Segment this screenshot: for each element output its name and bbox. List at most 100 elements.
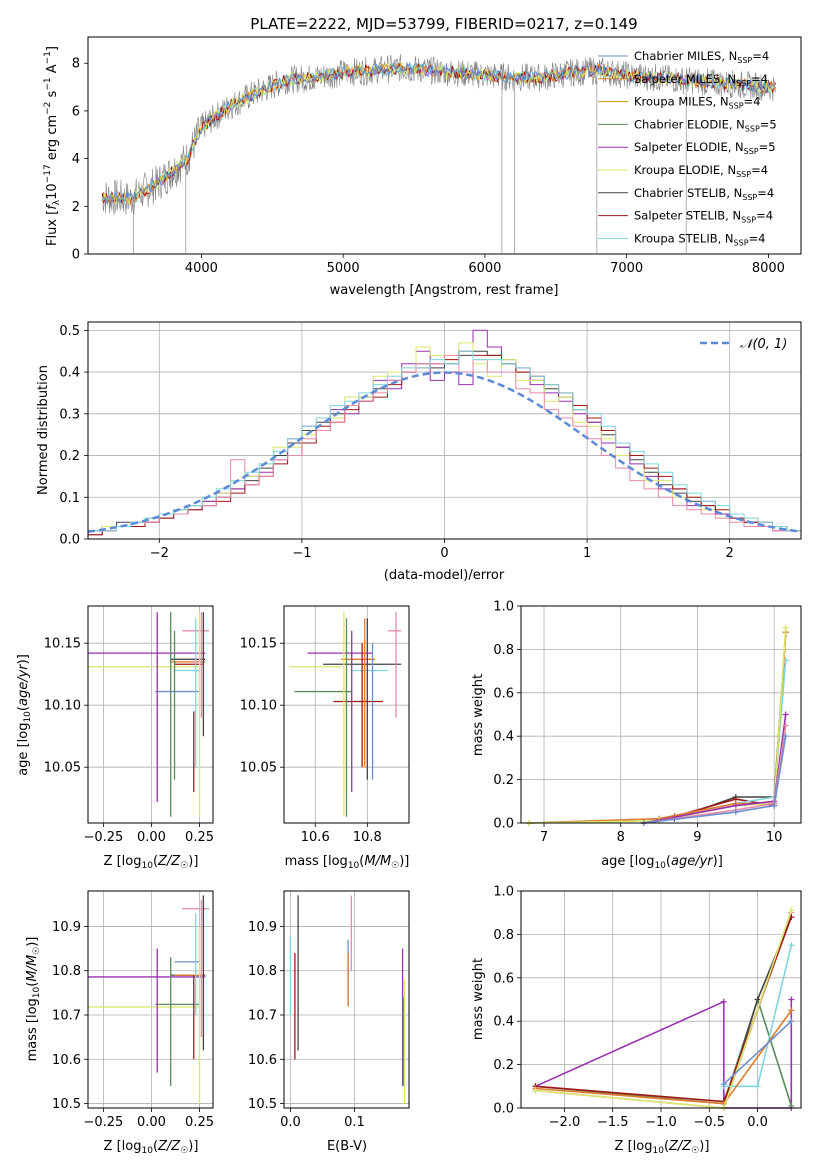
weight-marker	[720, 1081, 727, 1088]
weight-line-7	[535, 910, 793, 1109]
legend-label: Kroupa STELIB, NSSP=4	[634, 231, 765, 247]
x-tick-label: 10	[766, 830, 783, 845]
legend-label: Chabrier STELIB, NSSP=4	[634, 186, 774, 202]
legend-label-gaussian: 𝒩(0, 1)	[740, 337, 787, 352]
y-tick-label: 0.6	[493, 686, 514, 701]
y-tick-label: 10.9	[52, 920, 81, 935]
age-vs-mass-panel: 10.6 10.8 10.05 10.10 10.15	[240, 605, 410, 845]
y-tick-label: 0.0	[493, 817, 514, 832]
x-tick-label: 8000	[752, 261, 785, 276]
weight-marker	[732, 809, 739, 816]
legend-label: Kroupa MILES, NSSP=4	[634, 95, 760, 111]
mass-vs-Z-panel: −0.25 0.00 0.25 10.5 10.6 10.7 10.8 10.9	[52, 890, 214, 1130]
x-tick-label: −1.5	[597, 1115, 629, 1130]
x-tick-label: 0	[440, 546, 448, 561]
y-tick-label: 10.6	[248, 1053, 277, 1068]
y-tick-label: 10.05	[44, 761, 81, 776]
x-tick-label: 4000	[185, 261, 218, 276]
weight-marker	[782, 722, 789, 729]
x-tick-label: 9	[693, 830, 701, 845]
mass-weight-vs-age-ylabel: mass weight	[471, 674, 486, 756]
weight-line-6	[643, 725, 787, 824]
mass-weight-vs-age-panel: 7 8 9 10 0.0 0.2 0.4 0.6 0.8 1.0	[493, 600, 802, 845]
y-tick-label: 10.7	[52, 1009, 81, 1024]
mass-vs-ebv-panel: 0.0 0.1 10.5 10.6 10.7 10.8 10.9	[248, 890, 410, 1130]
histogram-step-series-4	[87, 354, 801, 539]
mass-vs-Z-xlabel: Z [log10(Z/Z☉)]	[104, 1139, 199, 1156]
histogram-xlabel: (data-model)/error	[384, 568, 505, 583]
y-tick-label: 10.05	[240, 761, 277, 776]
x-tick-label: 0.00	[137, 1115, 166, 1130]
histogram-series	[87, 329, 802, 539]
x-tick-label: 8	[617, 830, 625, 845]
y-tick-label: 0.2	[493, 773, 514, 788]
y-tick-label: 0.4	[493, 730, 514, 745]
y-tick-label: 0	[72, 248, 80, 263]
weight-line-1	[535, 912, 793, 1109]
y-tick-label: 0.5	[59, 324, 80, 339]
mass-vs-Z-ylabel: mass [log10(M/M☉)]	[25, 937, 42, 1062]
weight-line-0	[643, 631, 787, 824]
y-tick-label: 10.5	[52, 1097, 81, 1112]
weight-line-2	[528, 660, 787, 824]
spectrum-axes	[87, 36, 802, 255]
y-tick-label: 0.3	[59, 407, 80, 422]
age-vs-Z-ylabel: age [log10(age/yr)]	[16, 654, 33, 776]
x-tick-label: 7000	[610, 261, 643, 276]
x-tick-label: −0.5	[693, 1115, 725, 1130]
legend-label: Salpeter MILES, NSSP=4	[634, 72, 768, 88]
x-tick-label: −0.25	[83, 1115, 123, 1130]
spectrum-xlabel: wavelength [Angstrom, rest frame]	[330, 283, 559, 298]
y-tick-label: 1.0	[493, 600, 514, 615]
spectrum-model-line-4	[101, 61, 776, 205]
weight-marker	[788, 1007, 795, 1014]
y-tick-label: 10.8	[248, 964, 277, 979]
mass-weight-vs-age-xlabel: age [log10(age/yr)]	[601, 854, 723, 871]
x-tick-label: 0.25	[185, 830, 214, 845]
y-tick-label: 0.0	[59, 533, 80, 548]
y-tick-label: 10.15	[44, 637, 81, 652]
weight-line-4	[535, 916, 793, 1103]
panel-axes	[520, 605, 802, 824]
mass-weight-vs-Z-xlabel: Z [log10(Z/Z☉)]	[615, 1139, 710, 1156]
weight-line-8	[723, 1020, 792, 1085]
weight-marker	[788, 942, 795, 949]
y-tick-label: 10.9	[248, 920, 277, 935]
legend-label: Chabrier MILES, NSSP=4	[634, 49, 769, 65]
weight-marker	[771, 802, 778, 809]
mass-weight-vs-Z-ylabel: mass weight	[471, 958, 486, 1040]
weight-marker	[720, 998, 727, 1005]
spectrum-ticks: 4000 5000 6000 7000 8000 0 2 4 6 8	[72, 57, 785, 276]
gaussian-curve	[87, 371, 802, 533]
y-tick-label: 10.10	[240, 699, 277, 714]
y-tick-label: 10.8	[52, 964, 81, 979]
x-tick-label: 10.8	[353, 830, 382, 845]
weight-marker	[532, 1087, 539, 1094]
weight-marker	[754, 996, 761, 1003]
y-tick-label: 10.15	[240, 637, 277, 652]
y-tick-label: 0.2	[493, 1058, 514, 1073]
x-tick-label: −1	[292, 546, 311, 561]
panel-axes	[87, 605, 214, 824]
weight-line-4	[528, 627, 787, 824]
x-tick-label: 6000	[468, 261, 501, 276]
histogram-legend: 𝒩(0, 1)	[700, 337, 787, 352]
age-vs-Z-panel: −0.25 0.00 0.25 10.05 10.10 10.15	[44, 605, 214, 845]
x-tick-label: −0.25	[83, 830, 123, 845]
y-tick-label: 0.4	[59, 366, 80, 381]
x-tick-label: 2	[726, 546, 734, 561]
panel-axes	[283, 890, 410, 1109]
legend-label: Salpeter ELODIE, NSSP=5	[634, 140, 776, 156]
weight-line-3	[528, 631, 787, 824]
mass-vs-ebv-xlabel: E(B-V)	[327, 1139, 367, 1154]
legend-label: Kroupa ELODIE, NSSP=4	[634, 163, 768, 179]
x-tick-label: −2.0	[549, 1115, 581, 1130]
x-tick-label: 1	[583, 546, 591, 561]
y-tick-label: 2	[72, 200, 80, 215]
panel-axes	[87, 890, 214, 1109]
y-tick-label: 10.7	[248, 1009, 277, 1024]
y-tick-label: 8	[72, 57, 80, 72]
weight-line-7	[643, 736, 787, 824]
x-tick-label: 7	[540, 830, 548, 845]
x-tick-label: 0.0	[747, 1115, 768, 1130]
